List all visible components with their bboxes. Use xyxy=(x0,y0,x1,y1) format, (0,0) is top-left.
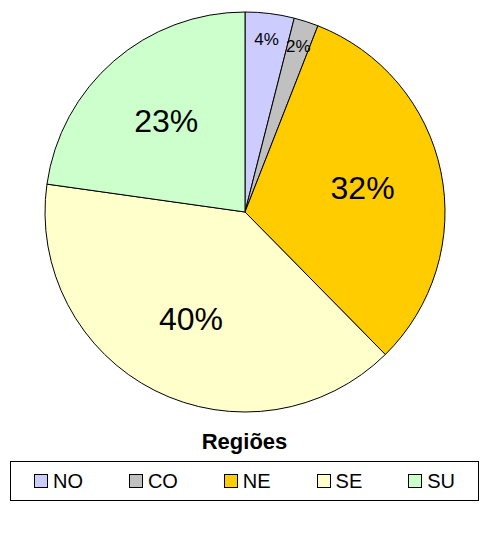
html-text:SU: SU xyxy=(427,469,455,492)
html-text:SE: SE xyxy=(335,469,363,492)
html-text:CO: CO xyxy=(147,469,178,492)
html-text:NO: NO xyxy=(53,469,83,492)
svg-text:32%: 32% xyxy=(331,170,395,206)
html-text:Regiões: Regiões xyxy=(201,429,288,454)
html-text:NE: NE xyxy=(242,469,271,492)
svg-text:4%: 4% xyxy=(254,30,279,49)
svg-text:2%: 2% xyxy=(286,37,311,56)
svg-text:40%: 40% xyxy=(159,301,223,337)
svg-text:23%: 23% xyxy=(134,103,198,139)
